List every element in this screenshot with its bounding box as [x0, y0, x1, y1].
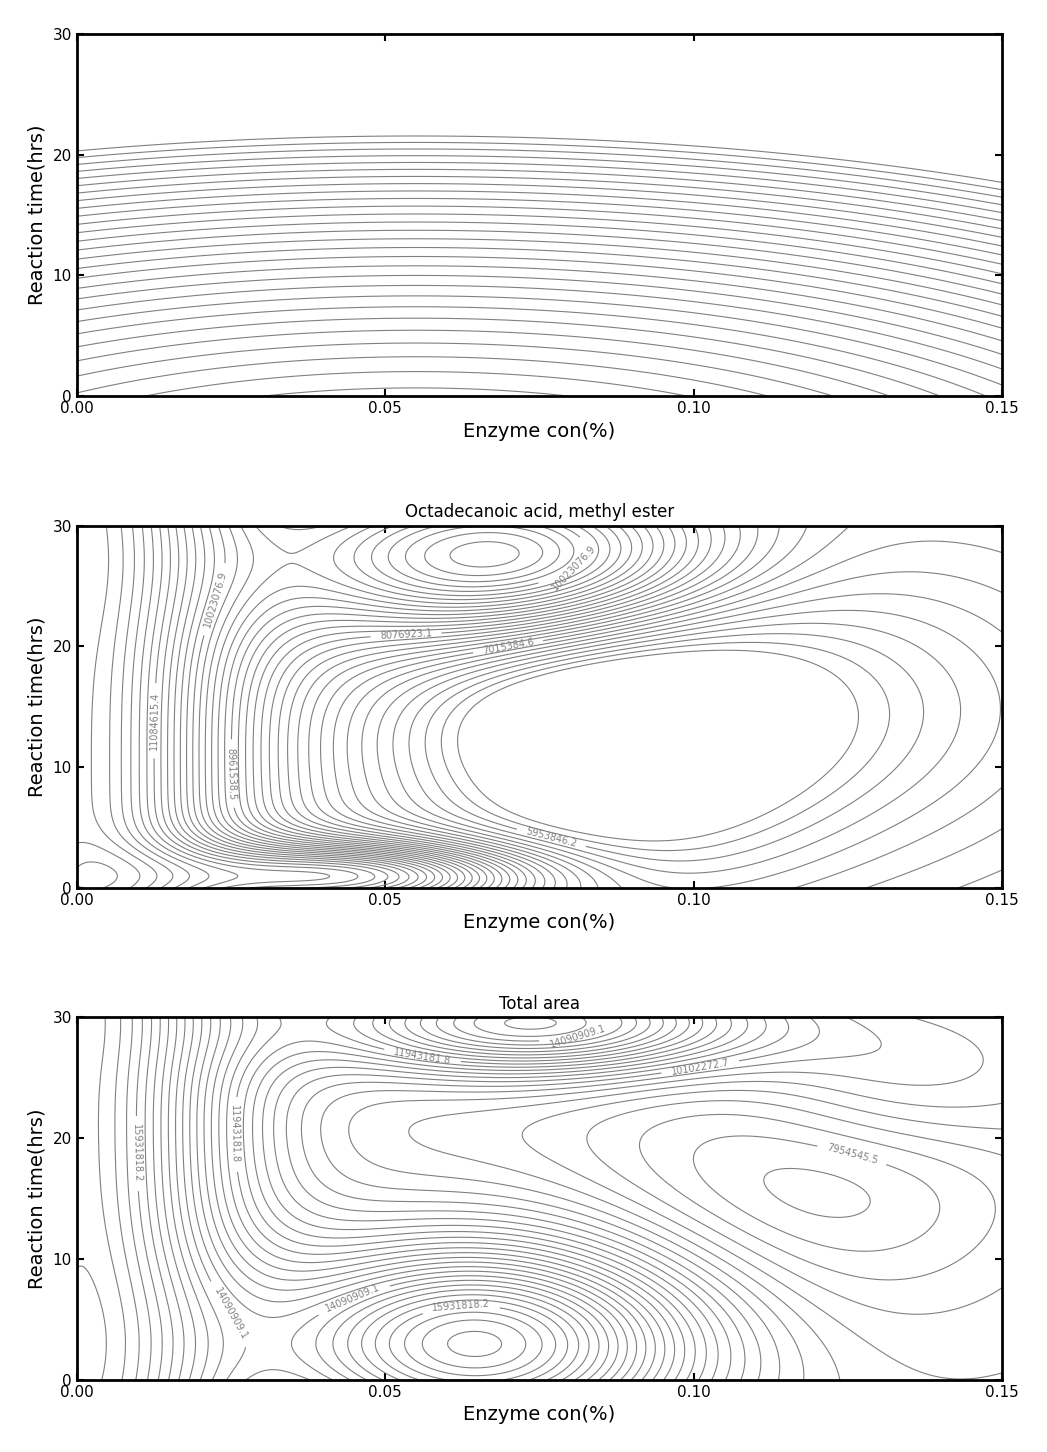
Text: 11943181.8: 11943181.8 [229, 1105, 240, 1163]
Text: 7954545.5: 7954545.5 [825, 1143, 878, 1166]
Text: 10102272.7: 10102272.7 [670, 1057, 730, 1077]
Text: 15931818.2: 15931818.2 [431, 1300, 490, 1314]
X-axis label: Enzyme con(%): Enzyme con(%) [464, 913, 616, 932]
Y-axis label: Reaction time(hrs): Reaction time(hrs) [28, 125, 47, 305]
Text: 7015384.6: 7015384.6 [482, 637, 535, 656]
X-axis label: Enzyme con(%): Enzyme con(%) [464, 421, 616, 441]
Text: 14090909.1: 14090909.1 [213, 1285, 249, 1342]
Text: 8076923.1: 8076923.1 [380, 629, 432, 642]
X-axis label: Enzyme con(%): Enzyme con(%) [464, 1406, 616, 1424]
Text: 5953846.2: 5953846.2 [525, 826, 578, 849]
Y-axis label: Reaction time(hrs): Reaction time(hrs) [28, 1108, 47, 1289]
Text: 11943181.8: 11943181.8 [393, 1047, 451, 1066]
Text: 14090909.1: 14090909.1 [325, 1282, 382, 1314]
Text: 10023076.9: 10023076.9 [551, 543, 598, 592]
Text: 10023076.9: 10023076.9 [203, 571, 229, 629]
Title: Total area: Total area [499, 995, 580, 1013]
Title: Octadecanoic acid, methyl ester: Octadecanoic acid, methyl ester [405, 504, 674, 521]
Text: 14090909.1: 14090909.1 [549, 1024, 607, 1050]
Text: 11084615.4: 11084615.4 [149, 691, 160, 751]
Text: 15931818.2: 15931818.2 [131, 1124, 142, 1183]
Y-axis label: Reaction time(hrs): Reaction time(hrs) [28, 617, 47, 797]
Text: 8961538.5: 8961538.5 [226, 748, 238, 800]
